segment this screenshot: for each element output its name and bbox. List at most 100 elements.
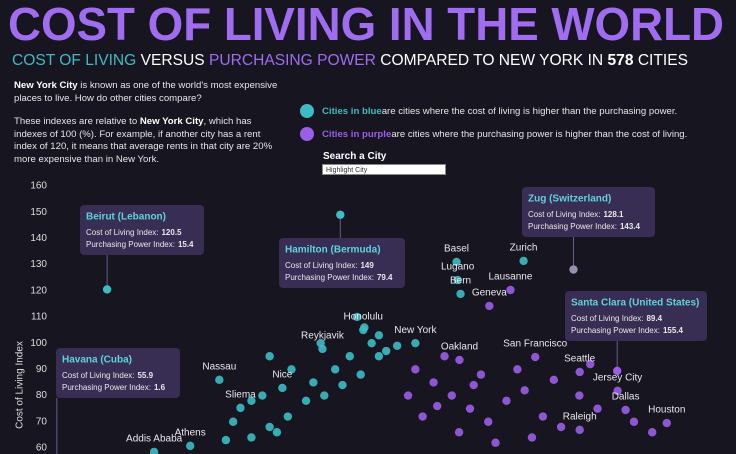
- scatter-point: [454, 428, 464, 437]
- callout-value: 149: [360, 261, 374, 270]
- callout-value: 15.4: [178, 240, 194, 249]
- callout-label: Cost of Living Index:: [62, 371, 134, 380]
- scatter-point: [647, 428, 657, 437]
- callout-label: Purchasing Power Index:: [285, 273, 374, 282]
- city-label: Houston: [648, 405, 685, 416]
- callout-line: Purchasing Power Index: 143.4: [528, 222, 641, 231]
- callout: Beirut (Lebanon) Cost of Living Index: 120…: [80, 205, 204, 255]
- city-label: Jersey City: [593, 372, 642, 383]
- city-label: Bern: [450, 276, 471, 287]
- city-label: Lugano: [441, 262, 475, 273]
- scatter-point: [586, 359, 595, 369]
- scatter-point: [258, 391, 267, 400]
- scatter-point: [345, 352, 354, 361]
- scatter-point: [185, 441, 195, 451]
- callout: Hamilton (Bermuda) Cost of Living Index: 1…: [279, 238, 405, 288]
- callout-box: [56, 348, 180, 398]
- scatter-point: [593, 404, 602, 413]
- scatter-point: [575, 391, 584, 400]
- scatter-point: [320, 391, 329, 400]
- callout-value: 155.4: [663, 326, 684, 335]
- callout-label: Purchasing Power Index:: [528, 222, 617, 231]
- scatter-point: [484, 417, 493, 426]
- callout-label: Cost of Living Index:: [285, 261, 357, 270]
- city-label: Sliema: [225, 390, 256, 401]
- callout-line: Purchasing Power Index: 15.4: [86, 240, 194, 249]
- callout-line: Cost of Living Index: 89.4: [571, 314, 663, 323]
- scatter-point: [485, 301, 494, 311]
- city-label: Raleigh: [563, 412, 597, 423]
- scatter-point: [367, 338, 376, 348]
- city-label: Oakland: [441, 342, 478, 353]
- scatter-point: [374, 331, 384, 340]
- scatter-point: [433, 401, 442, 411]
- callout-line: Cost of Living Index: 55.9: [62, 371, 154, 380]
- intro-text: , which has indexes of 100 (%). For exam…: [14, 116, 273, 165]
- callout: Zug (Switzerland) Cost of Living Index: 12…: [522, 187, 655, 237]
- scatter-point: [411, 338, 420, 348]
- highlight-point: [336, 210, 345, 219]
- intro-bold: New York City: [139, 116, 204, 127]
- legend-note: are cities where the cost of living is h…: [381, 105, 678, 117]
- scatter-point: [491, 438, 500, 447]
- y-tick-label: 70: [36, 416, 48, 427]
- scatter-point: [283, 412, 293, 421]
- search-label: Search a City: [323, 151, 387, 162]
- scatter-point: [247, 433, 256, 442]
- legend-swatch: [300, 127, 314, 141]
- scatter-point: [447, 391, 457, 400]
- callout-box: [80, 205, 204, 255]
- city-label: Dallas: [612, 392, 640, 403]
- intro-paragraph: New York City is known as one of the wor…: [14, 80, 282, 105]
- y-tick-label: 90: [36, 364, 48, 375]
- search-input[interactable]: Highlight City: [322, 164, 446, 175]
- scatter-point: [455, 355, 464, 365]
- scatter-point: [374, 352, 384, 361]
- scatter-point: [538, 412, 548, 421]
- scatter-point: [247, 396, 256, 405]
- callout-value: 79.4: [377, 273, 393, 282]
- callout-label: Cost of Living Index:: [86, 228, 158, 237]
- legend-label: Cities in blue: [322, 105, 382, 117]
- chart-title: COST OF LIVING IN THE WORLD: [8, 0, 724, 50]
- highlight-point: [569, 265, 578, 274]
- intro-bold: New York City: [14, 80, 78, 91]
- subtitle-part: COST OF LIVING: [12, 52, 136, 69]
- y-axis-label: Cost of Living Index: [15, 341, 26, 429]
- city-label: Geneva: [472, 288, 507, 299]
- scatter-point: [440, 352, 449, 361]
- scatter-point: [418, 412, 427, 421]
- callout-value: 55.9: [137, 371, 153, 380]
- city-label: San Francisco: [503, 339, 567, 350]
- callout-line: Purchasing Power Index: 155.4: [571, 326, 684, 335]
- callout-box: [522, 187, 655, 237]
- callout-label: Purchasing Power Index:: [86, 240, 175, 249]
- callout-title: Santa Clara (United States): [571, 298, 699, 309]
- callout: Havana (Cuba) Cost of Living Index: 55.9 Pu…: [56, 348, 180, 398]
- scatter-point: [520, 386, 529, 395]
- y-tick-label: 100: [30, 338, 47, 349]
- scatter-point: [621, 405, 630, 415]
- scatter-point: [575, 367, 584, 377]
- scatter-point: [662, 418, 671, 428]
- chart-subtitle: COST OF LIVING VERSUS PURCHASING POWER C…: [12, 52, 688, 69]
- scatter-point: [556, 422, 566, 432]
- city-label: Basel: [444, 244, 469, 255]
- scatter-point: [453, 275, 462, 285]
- scatter-point: [278, 383, 287, 393]
- city-label: Nice: [272, 370, 292, 381]
- scatter-point: [527, 433, 537, 442]
- scatter-point: [301, 396, 311, 405]
- highlight-point: [102, 285, 112, 294]
- y-tick-label: 150: [30, 207, 47, 218]
- callout-title: Havana (Cuba): [62, 355, 132, 366]
- legend-item: Cities in purple are cities where the pu…: [300, 127, 687, 141]
- scatter-point: [502, 396, 511, 405]
- city-label: Lausanne: [488, 272, 532, 283]
- scatter-point: [549, 375, 559, 385]
- y-tick-label: 130: [30, 259, 47, 270]
- callout-title: Zug (Switzerland): [528, 194, 611, 205]
- y-tick-label: 60: [36, 443, 48, 454]
- scatter-point: [287, 365, 296, 374]
